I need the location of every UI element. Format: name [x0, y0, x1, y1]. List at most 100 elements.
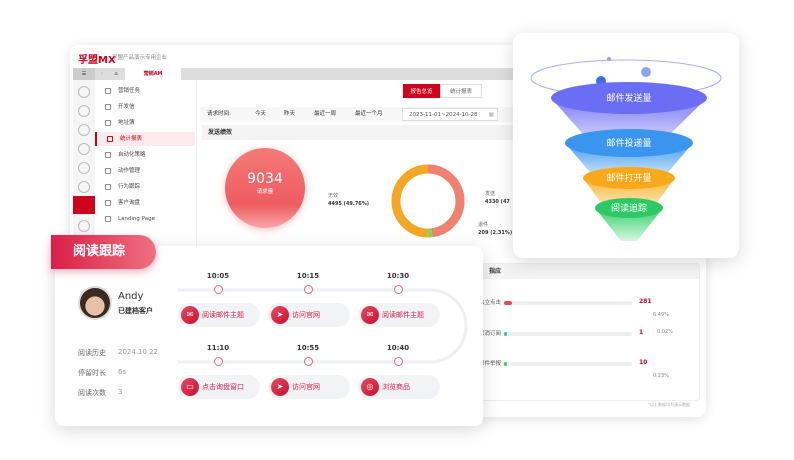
event-pill[interactable]: ✉ 阅读邮件主题 — [178, 303, 260, 327]
tab-report-overview[interactable]: 报告总览 — [403, 84, 440, 98]
back-icon[interactable]: ‹ — [101, 71, 103, 77]
funnel-stage-3-top — [583, 167, 675, 189]
event-label: 访问官网 — [292, 311, 320, 319]
customer-status: 已建档客户 — [118, 307, 153, 315]
date-range-input[interactable]: 2023-11-01~2024-10-28 ▦ — [402, 108, 498, 121]
funnel-stage-2-top — [565, 129, 693, 157]
filter-yesterday[interactable]: 昨天 — [284, 111, 296, 117]
menu-item[interactable]: 营销任务 — [95, 84, 195, 98]
menu-item[interactable]: 客户询盘 — [95, 196, 195, 210]
response-pct: 0.02% — [657, 328, 673, 335]
response-value: 281 — [639, 298, 652, 305]
org-icon[interactable] — [78, 124, 90, 136]
filter-today[interactable]: 今天 — [255, 111, 267, 117]
funnel-stage-4-top — [595, 198, 663, 218]
event-label: 浏览商品 — [382, 383, 410, 391]
box-icon[interactable] — [78, 162, 90, 174]
company-name: 孚盟产品演示专用企业 — [112, 55, 168, 61]
event-label: 阅读邮件主题 — [202, 311, 244, 319]
menu-item[interactable]: 动作管理 — [95, 164, 195, 178]
legend-bounce-label: 退件 — [478, 222, 489, 228]
menu-label: 统计报表 — [120, 136, 143, 142]
event-pill[interactable]: ➤ 访问官网 — [268, 303, 350, 327]
funnel-graphic: 邮件发送量 邮件投递量 邮件打开量 阅读追踪 — [530, 57, 722, 241]
menu-item-active[interactable]: 统计报表 — [95, 132, 195, 146]
timeline-node[interactable] — [394, 357, 403, 366]
menu-icon — [105, 152, 111, 158]
stat-label: 阅读历史 — [78, 349, 106, 357]
menu-label: Landing Page — [118, 216, 155, 222]
event-pill[interactable]: ▭ 点击询盘窗口 — [178, 375, 260, 399]
funnel-label: 阅读追踪 — [611, 202, 647, 214]
tab-statistics[interactable]: 统计报表 — [440, 84, 482, 98]
response-bar — [504, 362, 632, 366]
mail-icon[interactable] — [78, 143, 90, 155]
timeline-node[interactable] — [214, 285, 223, 294]
date-range-value: 2023-11-01~2024-10-28 — [409, 112, 478, 118]
menu-item[interactable]: 开发信 — [95, 100, 195, 114]
event-time: 10:05 — [206, 272, 230, 280]
timeline-node[interactable] — [304, 285, 313, 294]
marketing-icon-active[interactable] — [73, 196, 95, 214]
customer-name: Andy — [118, 291, 144, 302]
menu-item[interactable]: 行为跟踪 — [95, 180, 195, 194]
event-pill[interactable]: ◎ 浏览商品 — [358, 375, 440, 399]
event-label: 阅读邮件主题 — [382, 311, 424, 319]
response-label: 取消订阅 — [479, 330, 502, 337]
avatar — [78, 286, 112, 320]
menu-icon — [107, 136, 113, 142]
menu-item[interactable]: 自动化策略 — [95, 148, 195, 162]
funnel-dot — [641, 67, 651, 77]
chat-window-icon: ▭ — [181, 378, 199, 396]
menu-label: 开发信 — [118, 104, 135, 110]
request-value: 9034 — [247, 171, 283, 187]
tab-marketing-am[interactable]: 营销AM — [125, 68, 181, 80]
response-label: 独立点击 — [479, 300, 502, 306]
filter-week[interactable]: 最近一周 — [314, 111, 337, 117]
response-pct: 6.49% — [653, 312, 669, 318]
tool-icon[interactable] — [78, 220, 90, 232]
event-pill[interactable]: ➤ 访问官网 — [268, 375, 350, 399]
timeline-node[interactable] — [304, 357, 313, 366]
request-label: 请求量 — [256, 189, 274, 195]
event-time: 10:30 — [386, 272, 410, 280]
menu-item[interactable]: 地址簿 — [95, 116, 195, 130]
stat-value: 2024.10.22 — [118, 348, 159, 356]
donut-chart — [391, 164, 465, 238]
funnel-label: 邮件打开量 — [606, 172, 651, 184]
timeline-track — [178, 288, 468, 364]
response-bar — [504, 301, 632, 305]
response-panel: 指应 独立点击 281 6.49% 取消订阅 1 0.02% 邮件举报 10 0… — [470, 263, 700, 401]
response-pct: 0.23% — [653, 373, 669, 379]
timeline-node[interactable] — [394, 285, 403, 294]
event-label: 访问官网 — [292, 383, 320, 391]
calendar-icon[interactable]: ▦ — [488, 112, 494, 118]
menu-icon — [105, 200, 111, 206]
menu-icon — [105, 120, 111, 126]
menu-label: 行为跟踪 — [118, 184, 141, 190]
envelope-icon: ✉ — [361, 306, 379, 324]
menu-toggle-icon[interactable]: ☰ — [73, 68, 95, 80]
event-pill[interactable]: ✉ 阅读邮件主题 — [358, 303, 440, 327]
home-icon[interactable] — [78, 86, 90, 98]
legend-sent-label: 发送 — [485, 191, 496, 197]
event-time: 10:15 — [296, 272, 320, 280]
funnel-stage-1-top — [551, 82, 707, 114]
compass-icon[interactable] — [78, 181, 90, 193]
menu-icon — [105, 184, 111, 190]
menu-label: 营销任务 — [118, 88, 141, 94]
filter-month[interactable]: 最近一个月 — [355, 111, 383, 117]
envelope-icon: ✉ — [181, 306, 199, 324]
event-time: 11:10 — [206, 344, 230, 352]
event-label: 点击询盘窗口 — [202, 383, 244, 391]
response-value: 1 — [639, 328, 644, 336]
home-icon[interactable]: ⌂ — [114, 71, 118, 77]
reading-tracking-badge: 阅读跟踪 — [51, 235, 156, 269]
timeline-node[interactable] — [214, 357, 223, 366]
contact-icon[interactable] — [78, 105, 90, 117]
legend-bounce-value: 209 (2.31%) — [478, 230, 513, 236]
logo: 孚盟MX — [78, 55, 116, 66]
menu-item[interactable]: Landing Page — [95, 212, 195, 226]
funnel-label: 邮件投递量 — [606, 137, 651, 149]
request-circle: 9034 请求量 — [225, 148, 305, 228]
